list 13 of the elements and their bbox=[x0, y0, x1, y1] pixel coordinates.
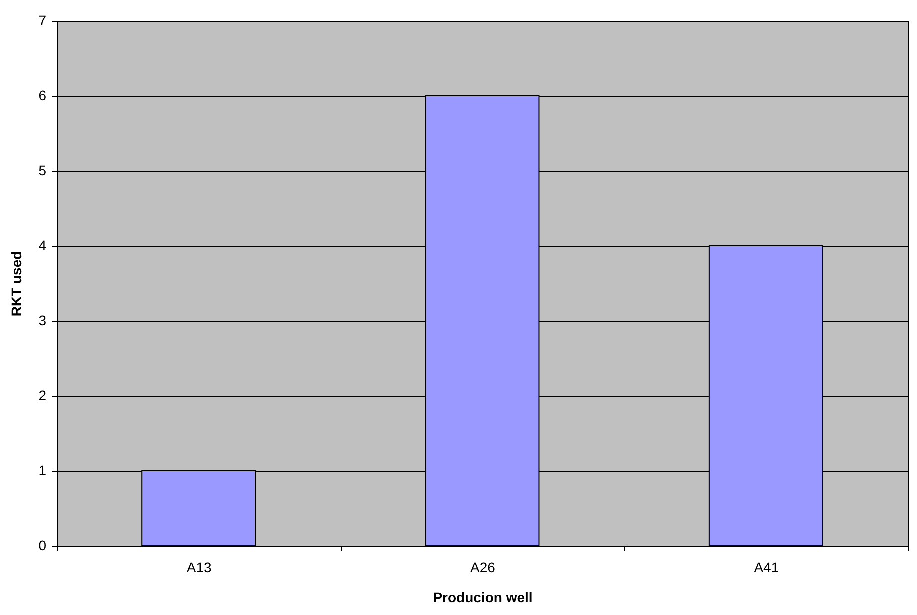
y-tick-label: 6 bbox=[38, 88, 47, 104]
x-tick-label: A41 bbox=[754, 560, 780, 576]
y-tick-label: 7 bbox=[38, 12, 47, 28]
y-tick-label: 1 bbox=[38, 462, 47, 478]
y-axis-title: RKT used bbox=[8, 251, 25, 317]
y-tick-label: 4 bbox=[38, 238, 47, 254]
y-tick-label: 3 bbox=[38, 312, 47, 328]
y-tick-label: 0 bbox=[38, 538, 47, 554]
y-tick-label: 5 bbox=[38, 162, 47, 178]
x-axis-title: Producion well bbox=[433, 590, 533, 606]
y-tick-label: 2 bbox=[38, 388, 47, 404]
x-tick-label: A26 bbox=[470, 560, 496, 576]
x-tick-label: A13 bbox=[186, 560, 212, 576]
